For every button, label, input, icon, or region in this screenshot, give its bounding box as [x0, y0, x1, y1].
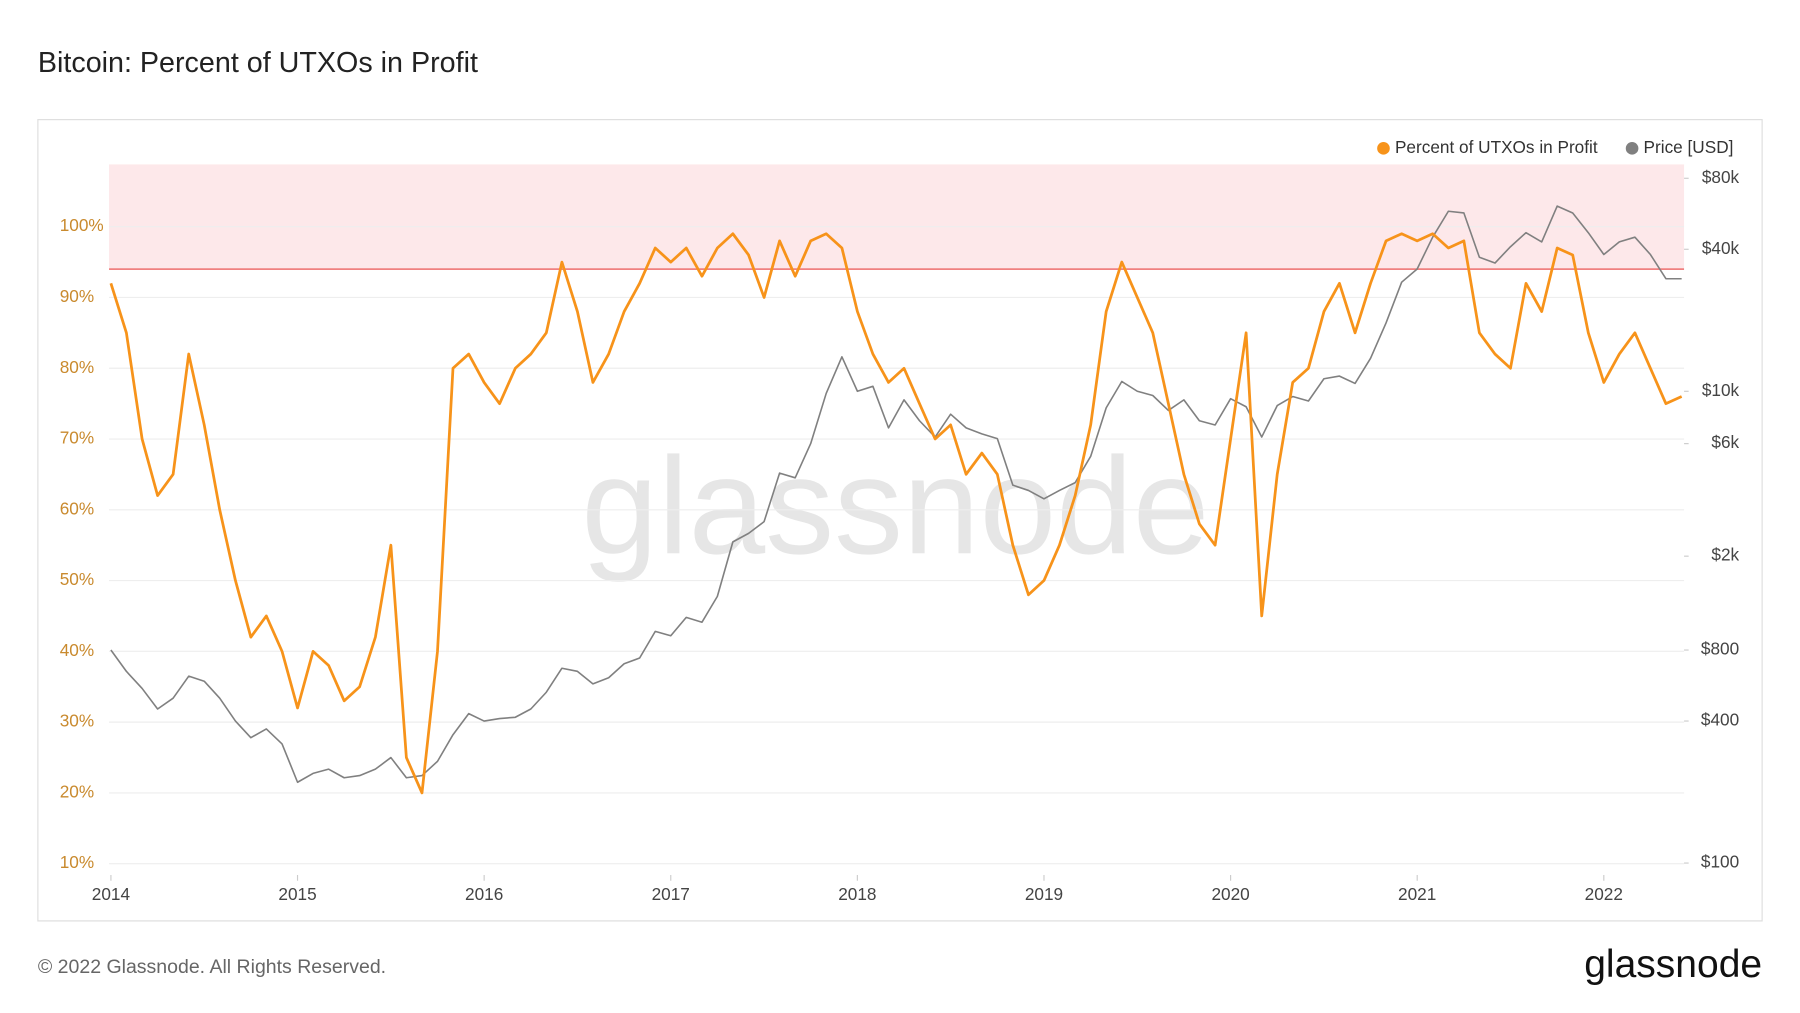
- y2-tick-label: $400: [1701, 710, 1739, 730]
- y2-tick-label: $80k: [1702, 167, 1740, 187]
- y2-tick-label: $10k: [1702, 380, 1740, 400]
- y-tick-label: 50%: [60, 569, 94, 589]
- y-tick-label: 20%: [60, 781, 94, 801]
- threshold-band: [109, 164, 1685, 270]
- profit-line: [109, 232, 1683, 795]
- y-tick-label: 80%: [60, 357, 94, 377]
- y-tick-label: 70%: [60, 428, 94, 448]
- y-tick-label: 90%: [60, 286, 94, 306]
- y-tick-label: 40%: [60, 640, 94, 660]
- y2-tick-label: $6k: [1711, 432, 1739, 452]
- y-tick-label: 30%: [60, 711, 94, 731]
- x-tick-label: 2021: [1398, 884, 1436, 904]
- watermark: glassnode: [581, 429, 1209, 583]
- legend-swatch: [1377, 142, 1390, 155]
- x-tick-label: 2022: [1585, 884, 1623, 904]
- y2-tick-label: $100: [1701, 852, 1739, 872]
- x-tick-label: 2015: [278, 884, 316, 904]
- legend-swatch: [1625, 142, 1639, 155]
- y2-tick-label: $2k: [1711, 545, 1739, 565]
- y2-tick-label: $800: [1701, 639, 1739, 659]
- legend-label: Price [USD]: [1644, 137, 1734, 157]
- copyright: © 2022 Glassnode. All Rights Reserved.: [38, 956, 386, 978]
- x-tick-label: 2019: [1025, 884, 1063, 904]
- x-tick-label: 2014: [92, 884, 131, 904]
- y2-tick-label: $40k: [1702, 238, 1740, 258]
- x-tick-label: 2017: [652, 884, 690, 904]
- legend-label: Percent of UTXOs in Profit: [1395, 137, 1598, 157]
- x-tick-label: 2020: [1211, 884, 1249, 904]
- brand-logo: glassnode: [1584, 943, 1762, 986]
- x-tick-label: 2016: [465, 884, 503, 904]
- y-tick-label: 100%: [60, 215, 104, 235]
- y-tick-label: 60%: [60, 498, 94, 518]
- y-tick-label: 10%: [60, 852, 94, 872]
- chart-title: Bitcoin: Percent of UTXOs in Profit: [38, 47, 478, 79]
- x-tick-label: 2018: [838, 884, 876, 904]
- price-line: [110, 205, 1682, 784]
